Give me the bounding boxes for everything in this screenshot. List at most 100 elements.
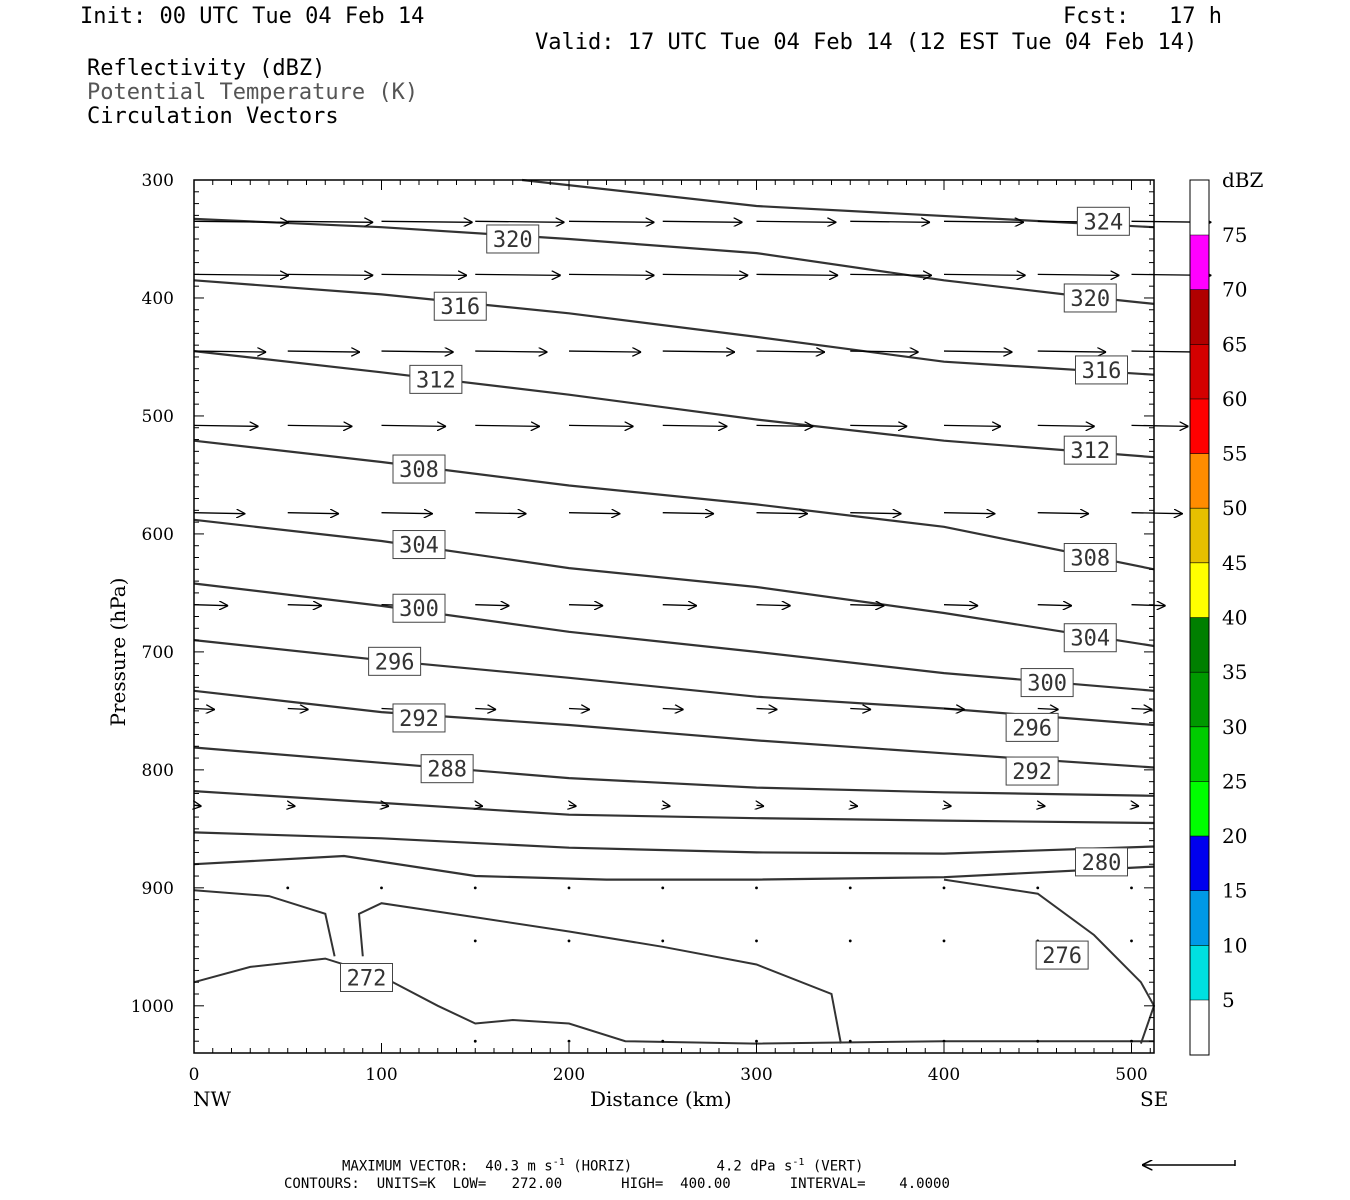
y-tick-400: 400 [142, 289, 174, 309]
svg-text:276: 276 [1042, 944, 1082, 969]
vector-4-9 [1037, 513, 1089, 514]
colorbar-label-15: 15 [1222, 879, 1247, 903]
vector-3-4 [568, 425, 634, 426]
vector-2-7 [850, 351, 918, 352]
vector-6-7 [850, 709, 871, 710]
vector-5-4 [568, 605, 603, 606]
vector-3-7 [850, 425, 907, 426]
vector-0-4 [568, 221, 655, 222]
colorbar-segment-7 [1190, 617, 1209, 673]
y-tick-300: 300 [142, 171, 174, 191]
x-tick-0: 0 [189, 1065, 200, 1085]
vector-5-0 [193, 605, 228, 606]
contour-288-9 [193, 746, 1155, 797]
colorbar-label-10: 10 [1222, 933, 1247, 957]
contour-label-17: 288 [420, 754, 474, 784]
svg-text:316: 316 [440, 295, 480, 320]
x-axis-left-end: NW [193, 1087, 232, 1111]
vector-4-1 [287, 513, 339, 514]
vector-0-7 [850, 221, 930, 222]
vector-5-3 [475, 605, 509, 606]
svg-text:272: 272 [347, 966, 387, 991]
contour-label-11: 300 [392, 593, 446, 623]
x-axis-label: Distance (km) [590, 1087, 732, 1111]
vector-dot-2-2 [661, 1039, 665, 1043]
y-tick-800: 800 [142, 761, 174, 781]
vector-6-10 [1131, 709, 1153, 710]
vector-1-7 [850, 274, 932, 275]
svg-text:300: 300 [399, 597, 439, 622]
contour-labels: 3243203203163163123123083083043043003002… [340, 206, 1130, 992]
colorbar-label-40: 40 [1222, 606, 1247, 630]
vector-dot-2-5 [942, 1039, 946, 1043]
vector-3-0 [193, 425, 259, 426]
vector-dot-0-6 [848, 886, 852, 890]
vector-dot-0-4 [661, 886, 665, 890]
vector-dot-1-1 [567, 939, 571, 943]
vector-2-0 [193, 351, 266, 352]
vector-7-4 [569, 805, 577, 806]
vector-3-3 [475, 425, 540, 426]
colorbar-label-65: 65 [1222, 332, 1247, 356]
vector-5-5 [662, 605, 697, 606]
svg-text:292: 292 [399, 707, 439, 732]
vector-6-9 [1037, 709, 1059, 710]
contour-312-3 [193, 350, 1155, 459]
contour-label-18: 280 [1075, 847, 1128, 877]
vector-7-9 [1038, 805, 1046, 806]
vector-dot-1-5 [942, 939, 946, 943]
vector-6-1 [287, 709, 309, 710]
contour-284-10 [193, 790, 1155, 825]
colorbar: 5 10 15 20 25 30 35 40 45 50 55 60 65 70 75 [1189, 179, 1247, 1056]
colorbar-segment-10 [1190, 453, 1209, 509]
vector-7-5 [663, 805, 671, 806]
svg-text:320: 320 [1070, 287, 1110, 312]
svg-text:280: 280 [1082, 851, 1122, 876]
contour-292-8 [193, 689, 1155, 769]
vector-dot-0-7 [942, 886, 946, 890]
vector-dot-1-3 [755, 939, 758, 943]
footer-contours: CONTOURS: UNITS=K LOW= 272.00 HIGH= 400.… [284, 1176, 950, 1192]
vector-2-2 [381, 351, 454, 352]
svg-text:316: 316 [1082, 359, 1122, 384]
contour-low-3 [943, 878, 1156, 1044]
vector-1-5 [662, 274, 749, 275]
svg-text:296: 296 [375, 650, 415, 675]
vector-6-8 [943, 709, 965, 710]
colorbar-label-20: 20 [1222, 824, 1247, 848]
contour-low-2 [357, 902, 842, 1044]
plot-frame [193, 179, 1155, 1054]
svg-text:288: 288 [427, 758, 467, 783]
colorbar-segment-1 [1190, 945, 1209, 1000]
colorbar-segment-5 [1190, 726, 1209, 782]
vector-3-2 [381, 425, 447, 426]
vector-4-7 [850, 513, 901, 514]
vector-7-7 [850, 805, 858, 806]
contour-300-6 [193, 582, 1155, 692]
vector-5-7 [850, 605, 884, 606]
contour-308-4 [193, 439, 1155, 571]
theta-contours [193, 178, 1156, 1045]
vector-3-5 [662, 425, 728, 426]
x-axis-right-end: SE [1140, 1087, 1169, 1111]
vector-5-9 [1037, 605, 1072, 606]
vector-4-6 [756, 513, 808, 514]
vector-1-4 [568, 274, 655, 275]
vector-5-6 [756, 605, 791, 606]
vector-5-8 [943, 605, 978, 606]
colorbar-label-5: 5 [1222, 988, 1235, 1012]
contour-296-7 [193, 639, 1155, 727]
x-tick-500: 500 [1115, 1065, 1147, 1085]
circulation-vectors [193, 221, 1211, 1043]
vector-0-5 [662, 221, 743, 222]
contour-label-14: 296 [1005, 712, 1059, 742]
vector-4-3 [475, 513, 526, 514]
vector-dot-0-3 [567, 886, 571, 890]
vector-dot-1-2 [661, 939, 665, 943]
vector-3-9 [1037, 425, 1095, 426]
vector-2-5 [662, 351, 735, 352]
colorbar-label-45: 45 [1222, 551, 1247, 575]
svg-text:312: 312 [416, 368, 456, 393]
axis-ticks: 0 100 200 300 400 500 300 400 500 600 700 800 900 100… [131, 171, 1154, 1085]
colorbar-label-35: 35 [1222, 660, 1247, 684]
